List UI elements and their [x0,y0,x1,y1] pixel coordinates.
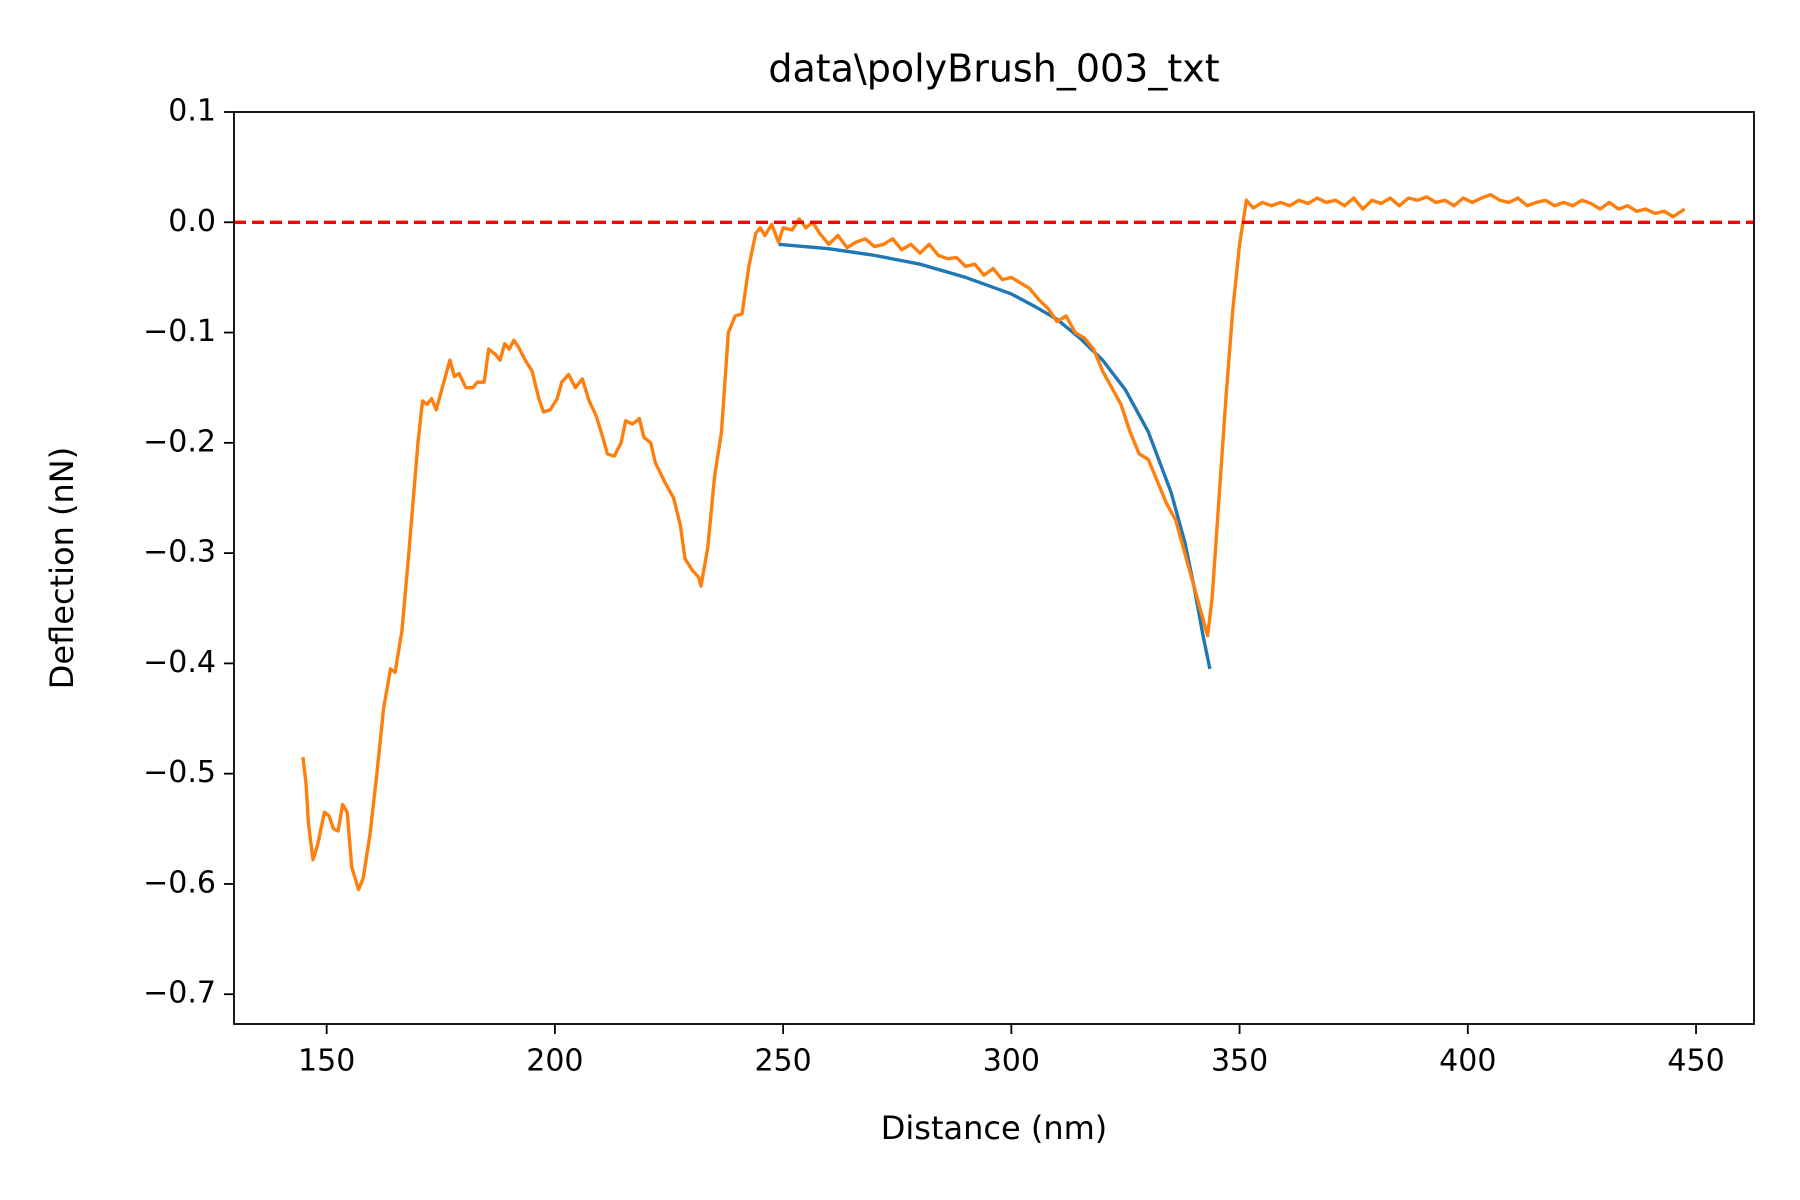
y-tick-label: −0.5 [143,755,216,790]
data-line [778,242,1212,670]
y-axis-label: Deflection (nN) [43,447,81,689]
plot-frame [233,111,1755,1025]
y-tick-label: −0.4 [143,645,216,680]
y-tick-label: −0.2 [143,424,216,459]
x-tick-label: 250 [754,1044,811,1079]
chart-title: data\polyBrush_003_txt [768,47,1219,91]
y-tick-label: −0.6 [143,865,216,900]
y-tick-label: −0.1 [143,314,216,349]
y-tick-label: −0.7 [143,976,216,1011]
y-tick-label: 0.0 [168,204,216,239]
x-tick-label: 400 [1439,1044,1496,1079]
x-axis-label: Distance (nm) [881,1109,1108,1147]
x-tick-label: 200 [526,1044,583,1079]
y-tick-label: 0.1 [168,94,216,129]
y-tick-label: −0.3 [143,535,216,570]
x-tick-label: 450 [1667,1044,1724,1079]
x-tick-label: 150 [298,1044,355,1079]
x-tick-label: 350 [1211,1044,1268,1079]
x-tick-label: 300 [983,1044,1040,1079]
data-line [301,193,1686,892]
